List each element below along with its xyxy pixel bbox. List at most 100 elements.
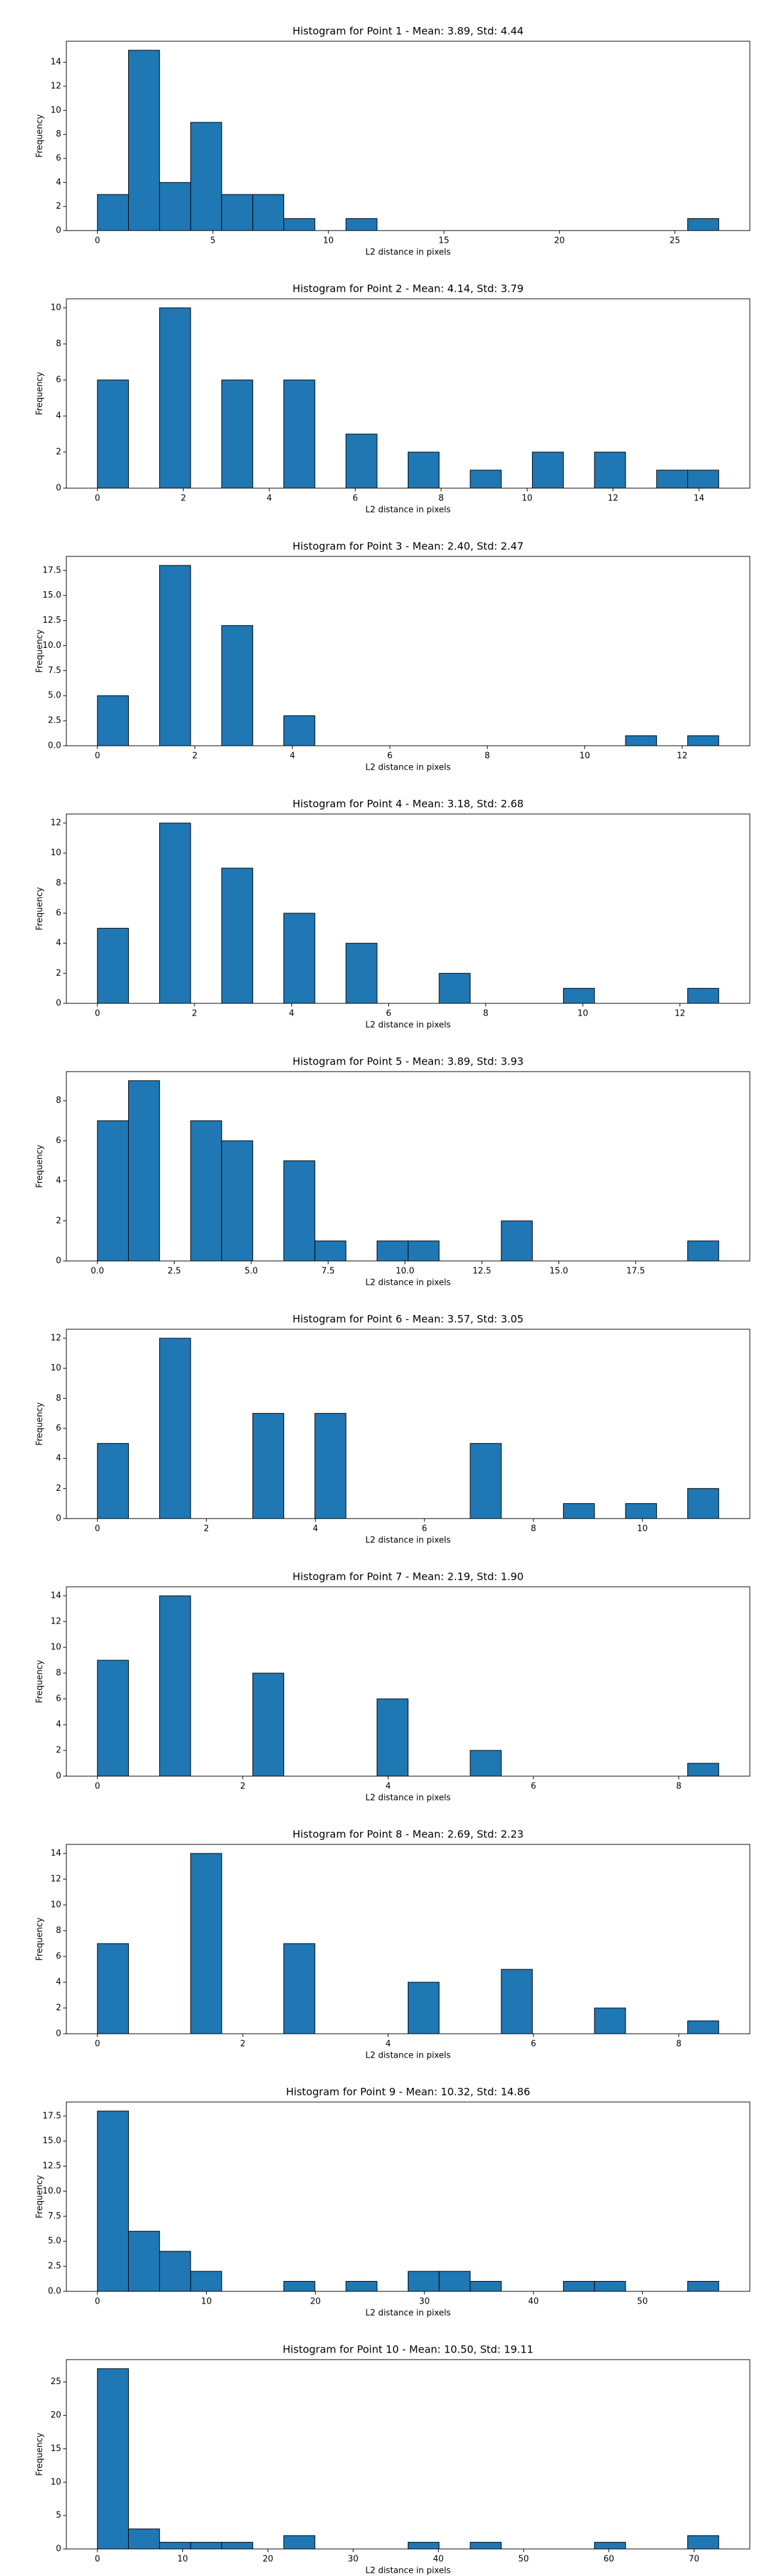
x-tick-label: 0.0 [91,1267,104,1276]
chart-title: Histogram for Point 4 - Mean: 3.18, Std:… [292,798,524,810]
bar [687,2535,720,2550]
chart-title: Histogram for Point 9 - Mean: 10.32, Std… [286,2086,530,2098]
bar [283,2535,316,2550]
bar [159,2542,191,2550]
y-tick-label: 2.5 [48,2262,61,2271]
y-axis-label: Frequency [35,1660,45,1703]
bar [97,1943,129,2034]
bar [687,1240,720,1262]
y-tick-label: 14 [50,1849,61,1859]
bar [563,2280,595,2292]
x-tick-label: 0 [95,236,100,246]
x-tick-label: 6 [422,1524,427,1534]
bar [159,822,191,1004]
x-tick-label: 2 [192,1009,197,1019]
y-tick-label: 2 [56,969,61,978]
y-axis-label: Frequency [35,887,45,930]
bar [687,735,720,746]
x-tick-label: 5 [210,236,215,246]
y-axis-label: Frequency [35,114,45,157]
bar [128,1080,160,1262]
bar [687,2020,720,2034]
bar [252,1672,285,1777]
bar [501,1220,533,1262]
y-tick-label: 12 [50,1617,61,1627]
x-tick-label: 7.5 [321,1267,335,1276]
bar [625,735,657,746]
subplot: Histogram for Point 3 - Mean: 2.40, Std:… [35,540,750,773]
y-tick-label: 8 [56,129,61,139]
bar [376,1698,408,1777]
y-axis-label: Frequency [35,1402,45,1445]
bar [97,1120,129,1262]
y-tick-label: 0 [56,2029,61,2039]
y-tick-label: 8 [56,1096,61,1106]
bar [252,194,285,231]
x-tick-label: 8 [439,494,444,504]
bar [128,2528,160,2550]
bar [687,2280,720,2292]
bar [439,972,471,1004]
bar [221,379,253,489]
bar [470,1750,502,1777]
y-tick-label: 4 [56,1454,61,1463]
bar [283,715,316,746]
y-tick-label: 12 [50,82,61,91]
y-tick-label: 15 [50,2444,61,2454]
bar [594,2007,626,2034]
y-tick-label: 6 [56,1136,61,1146]
x-tick-label: 0 [95,1524,100,1534]
y-tick-label: 12.5 [43,616,61,625]
bar [439,2271,471,2292]
bar [531,451,564,489]
bar [283,379,316,489]
plot-frame [66,2101,750,2292]
x-tick-label: 0 [95,752,100,761]
x-tick-label: 60 [604,2555,615,2564]
bar [97,927,129,1004]
y-tick-label: 8 [56,1669,61,1678]
chart-title: Histogram for Point 8 - Mean: 2.69, Std:… [292,1828,524,1841]
y-tick-label: 4 [56,1978,61,1987]
x-tick-label: 2 [180,494,186,504]
y-tick-label: 2 [56,1484,61,1493]
chart-title: Histogram for Point 6 - Mean: 3.57, Std:… [292,1313,524,1325]
bar [345,943,377,1004]
subplot: Histogram for Point 4 - Mean: 3.18, Std:… [35,798,750,1030]
x-tick-label: 10 [579,752,590,761]
plot-frame [66,813,750,1004]
bar [283,1160,316,1262]
y-tick-label: 20 [50,2410,61,2420]
x-tick-label: 0 [95,2297,100,2307]
y-tick-label: 6 [56,909,61,918]
bar [159,182,191,231]
x-axis-label: L2 distance in pixels [365,2566,451,2576]
x-tick-label: 0 [95,2040,100,2049]
y-axis-label: Frequency [35,372,45,415]
y-tick-label: 4 [56,178,61,187]
x-tick-label: 25 [669,236,680,246]
plot-frame [66,41,750,231]
x-tick-label: 10 [323,236,334,246]
bar [283,1943,316,2034]
x-tick-label: 10 [201,2297,212,2307]
plot-frame [66,1071,750,1262]
chart-title: Histogram for Point 3 - Mean: 2.40, Std:… [292,540,524,553]
x-tick-label: 0 [95,1009,100,1019]
bar [470,2280,502,2292]
bar [190,1853,222,2034]
y-tick-label: 6 [56,1694,61,1704]
subplot: Histogram for Point 6 - Mean: 3.57, Std:… [35,1313,750,1546]
x-tick-label: 6 [531,1782,536,1792]
subplot: Histogram for Point 8 - Mean: 2.69, Std:… [35,1828,750,2061]
y-axis-label: Frequency [35,2175,45,2218]
bar [221,625,253,746]
bar [345,2280,377,2292]
subplot: Histogram for Point 10 - Mean: 10.50, St… [35,2344,750,2576]
plot-frame [66,1586,750,1777]
subplot: Histogram for Point 7 - Mean: 2.19, Std:… [35,1571,750,1803]
bar [128,2231,160,2292]
bar [408,1982,440,2034]
bar [97,1443,129,1519]
x-tick-label: 2 [192,752,197,761]
